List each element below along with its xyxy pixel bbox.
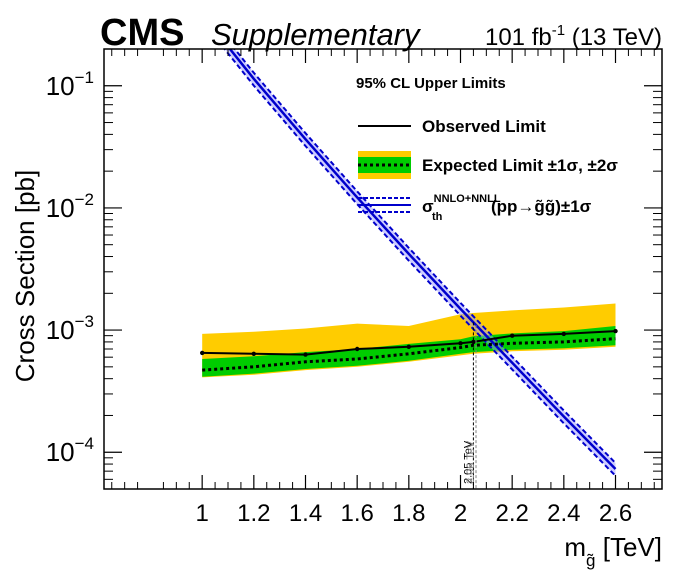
x-tick-label: 1.4	[289, 500, 322, 527]
x-tick-label: 1.8	[392, 500, 425, 527]
legend-observed-label: Observed Limit	[422, 117, 546, 136]
expected-limit-line	[202, 337, 616, 372]
x-tick-label: 1	[195, 500, 208, 527]
plot-frame	[103, 48, 663, 490]
legend-expected-bands: ±1σ, ±2σ	[548, 156, 619, 175]
luminosity-label: 101 fb-1 (13 TeV)	[485, 22, 662, 51]
axis-ticks	[104, 48, 662, 490]
legend: 95% CL Upper Limits Observed Limit Expec…	[356, 75, 618, 223]
observed-point	[200, 350, 205, 356]
legend-title: 95% CL Upper Limits	[356, 75, 506, 92]
y-tick-label: 10−3	[46, 312, 94, 345]
theory-curve	[223, 49, 617, 477]
x-tick-label: 1.6	[340, 500, 373, 527]
x-tick-label: 2.2	[495, 500, 528, 527]
legend-theory-text: σNNLO+NNLL th (pp→g̃g̃)±1σ	[422, 193, 592, 223]
observed-point	[510, 333, 515, 338]
limit-marker-label: 2.06 TeV	[465, 440, 477, 484]
x-axis-title: mg̃ [TeV]	[564, 532, 662, 570]
x-tick-label: 1.2	[237, 500, 270, 527]
expected-1sigma-band	[202, 326, 616, 377]
theory-upper-line	[233, 49, 617, 464]
x-axis-title-unit: [TeV]	[603, 532, 662, 562]
y-tick-exponent: −3	[75, 312, 94, 331]
y-tick-base: 10	[46, 437, 75, 467]
y-tick-base: 10	[46, 315, 75, 345]
y-tick-base: 10	[46, 71, 75, 101]
y-tick-label: 10−4	[46, 434, 94, 467]
theory-lower-line	[223, 49, 617, 477]
legend-theory-sigma: σ	[422, 197, 434, 216]
y-tick-exponent: −2	[75, 190, 94, 209]
y-tick-exponent: −4	[75, 434, 94, 453]
y-tick-label: 10−2	[46, 190, 94, 223]
cms-label: CMS	[100, 12, 184, 54]
theory-central-line	[228, 49, 617, 470]
x-tick-label: 2.6	[599, 500, 632, 527]
energy-label: (13 TeV)	[572, 24, 662, 51]
observed-point	[458, 341, 463, 346]
legend-theory-sub: th	[432, 211, 443, 223]
lumi-exponent: -1	[552, 22, 565, 39]
x-tick-label: 2.4	[547, 500, 580, 527]
observed-point	[471, 339, 476, 345]
y-axis-title: Cross Section [pb]	[10, 170, 40, 382]
x-axis-title-main: m	[564, 532, 586, 562]
limit-marker-label: 2.05 TeV	[462, 440, 474, 484]
legend-expected-text: Expected Limit ±1σ, ±2σ	[422, 156, 618, 175]
x-axis-title-sub: g̃	[586, 551, 595, 570]
expected-bands	[202, 303, 616, 378]
legend-theory-process: (pp→g̃g̃)±1σ	[491, 197, 592, 216]
supplementary-label: Supplementary	[211, 17, 422, 52]
y-tick-label: 10−1	[46, 68, 94, 101]
lumi-unit: fb	[532, 24, 552, 51]
observed-point	[613, 328, 618, 334]
observed-point	[406, 344, 411, 349]
observed-point	[561, 331, 566, 337]
observed-point	[355, 346, 360, 352]
axis-tick-labels: 1 1.2 1.4 1.6 1.8 2 2.2 2.4 2.610−110−210−310−4	[46, 68, 633, 527]
y-tick-base: 10	[46, 193, 75, 223]
legend-theory-sup: NNLO+NNLL	[434, 193, 501, 205]
observed-point	[303, 352, 308, 357]
limit-lines	[200, 328, 618, 372]
legend-expected-label: Expected Limit	[422, 156, 543, 175]
lumi-value: 101	[485, 24, 525, 51]
y-tick-exponent: −1	[75, 68, 94, 87]
observed-limit-line	[202, 330, 616, 356]
observed-point	[251, 351, 256, 356]
x-tick-label: 2	[454, 500, 467, 527]
